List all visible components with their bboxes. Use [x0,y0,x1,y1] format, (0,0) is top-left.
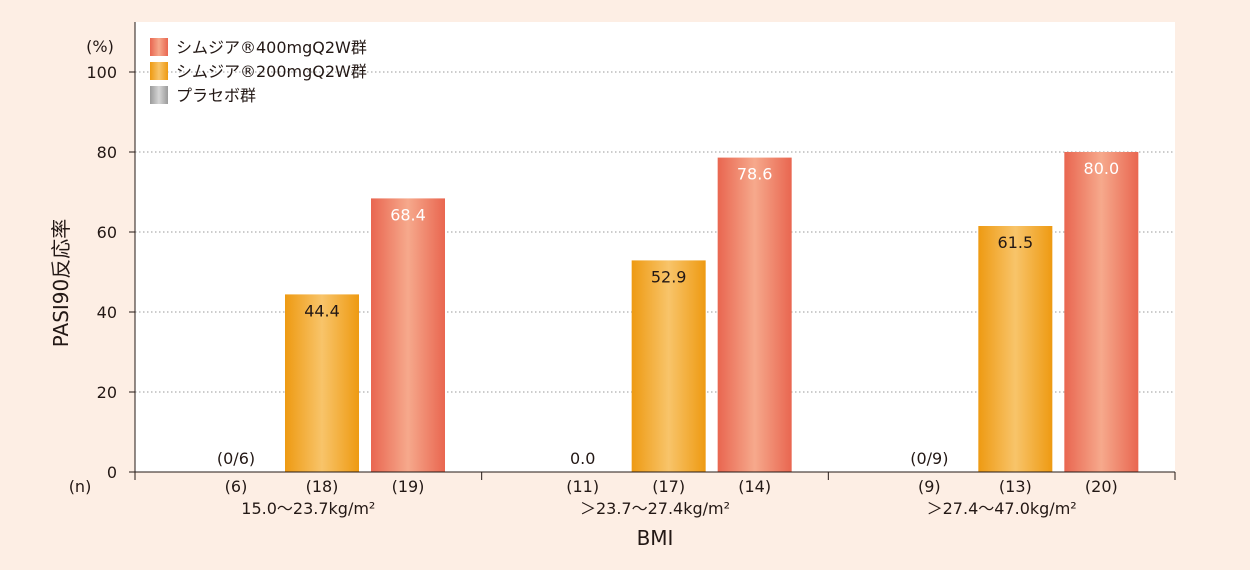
bar-value-label: 61.5 [998,233,1034,252]
y-tick-label: 0 [107,463,117,482]
y-tick-label: 100 [86,63,117,82]
n-count: (17) [652,477,685,496]
legend-label: シムジア®200mgQ2W群 [176,62,367,81]
bar [978,226,1053,472]
category-label: ＞23.7～27.4kg/m² [580,499,730,518]
n-count: (13) [999,477,1032,496]
n-count: (9) [918,477,941,496]
x-axis-title: BMI [637,526,674,550]
bar [717,157,792,472]
bar-value-label: (0/6) [217,449,255,468]
bar [371,198,445,472]
bar-value-label: (0/9) [910,449,948,468]
category-label: 15.0～23.7kg/m² [241,499,375,518]
n-count: (14) [738,477,771,496]
n-label: (n) [69,477,92,496]
bar-value-label: 80.0 [1084,159,1120,178]
bar [285,294,359,472]
y-tick-label: 40 [97,303,117,322]
legend-label: プラセボ群 [176,86,256,105]
legend-swatch [150,62,168,80]
y-unit-label: (%) [86,37,114,56]
bar-value-label: 44.4 [304,301,340,320]
y-tick-label: 20 [97,383,117,402]
bars [285,152,1139,472]
legend-label: シムジア®400mgQ2W群 [176,38,367,57]
n-count: (18) [306,477,339,496]
legend-swatch [150,38,168,56]
n-count: (11) [566,477,599,496]
legend-swatch [150,86,168,104]
y-axis-title: PASI90反応率 [49,219,73,348]
category-label: ＞27.4～47.0kg/m² [927,499,1077,518]
bar-value-label: 0.0 [570,449,595,468]
n-count: (20) [1085,477,1118,496]
bar-value-label: 52.9 [651,267,687,286]
x-ticks [134,472,1176,480]
n-count: (6) [225,477,248,496]
axes [134,22,1175,473]
category-labels: 15.0～23.7kg/m² ＞23.7～27.4kg/m² ＞27.4～47.0k… [241,499,1076,518]
bar-value-label: 78.6 [737,165,773,184]
bar-value-label: 68.4 [390,205,426,224]
y-tick-label: 60 [97,223,117,242]
y-ticks: 0 20 40 60 80 100 [86,63,135,482]
bar [1064,152,1139,472]
bar-labels: (0/6) 44.4 68.4 0.0 52.9 78.6 (0/9) 61.5 80.0 [217,159,1119,468]
n-counts: (6) (18) (19) (11) (17) (14) (9) (13) (20) [225,477,1118,496]
y-tick-label: 80 [97,143,117,162]
bar [631,260,706,472]
n-count: (19) [392,477,425,496]
